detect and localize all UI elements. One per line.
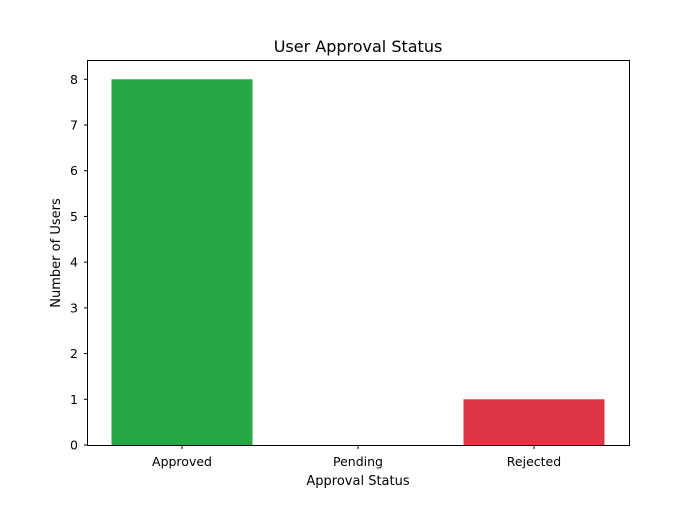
plot-frame [87, 60, 630, 446]
y-tick-label: 5 [70, 209, 78, 224]
x-tick-label: Rejected [507, 454, 561, 469]
y-tick-label: 8 [70, 72, 78, 87]
x-axis-ticks: Approved Pending Rejected [152, 445, 561, 469]
x-axis-label: Approval Status [306, 474, 409, 489]
bar-rejected [463, 399, 605, 445]
y-tick-label: 6 [70, 163, 78, 178]
y-tick-label: 0 [70, 438, 78, 453]
bar-approved [111, 79, 253, 446]
x-tick-label: Approved [152, 454, 212, 469]
y-tick-label: 7 [70, 118, 78, 133]
y-tick-label: 3 [70, 300, 78, 315]
bars-group [111, 79, 605, 446]
chart-title: User Approval Status [274, 37, 443, 56]
y-tick-label: 2 [70, 346, 78, 361]
y-tick-label: 4 [70, 255, 78, 270]
x-tick-label: Pending [333, 454, 383, 469]
y-axis-label: Number of Users [49, 198, 64, 308]
y-tick-label: 1 [70, 392, 78, 407]
y-axis-ticks: 0 1 2 3 4 5 6 7 8 [70, 72, 88, 453]
